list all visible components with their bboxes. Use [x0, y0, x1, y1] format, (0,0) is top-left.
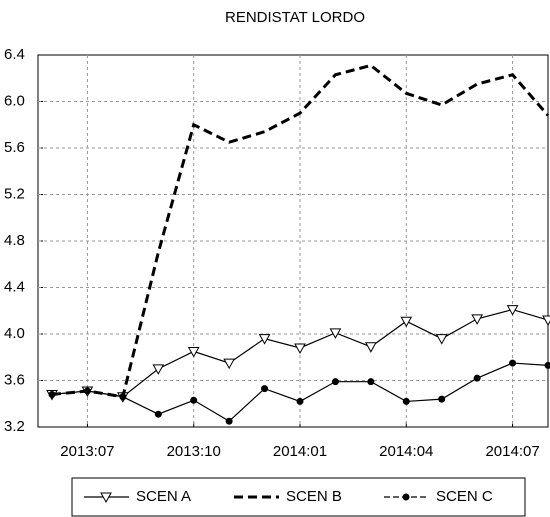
marker [258, 334, 271, 345]
y-tick-label: 5.2 [4, 185, 25, 202]
legend-label: SCEN B [286, 488, 342, 505]
legend-label: SCEN A [136, 488, 191, 505]
marker [365, 342, 377, 353]
y-tick-label: 4.0 [4, 325, 25, 342]
marker [509, 359, 517, 367]
marker [438, 395, 446, 403]
x-tick-label: 2014:01 [273, 443, 327, 460]
marker [190, 396, 198, 404]
marker [261, 385, 269, 393]
x-tick-label: 2013:10 [167, 443, 221, 460]
legend-box [71, 477, 526, 517]
marker [329, 328, 342, 339]
marker [296, 397, 304, 405]
x-tick-label: 2013:07 [60, 443, 114, 460]
marker [100, 492, 112, 504]
y-tick-label: 4.8 [4, 232, 25, 249]
chart-title: RENDISTAT LORDO [225, 9, 365, 26]
marker [400, 316, 413, 328]
marker [402, 397, 410, 405]
marker [542, 315, 550, 327]
y-tick-label: 3.6 [4, 371, 25, 388]
y-tick-label: 6.4 [4, 46, 25, 63]
x-tick-label: 2014:07 [485, 443, 539, 460]
marker [471, 314, 483, 325]
marker [402, 493, 410, 501]
marker [544, 361, 550, 369]
marker [223, 358, 235, 370]
x-tick-label: 2014:04 [379, 443, 433, 460]
marker [225, 417, 233, 425]
marker [187, 346, 200, 358]
marker [294, 343, 306, 354]
legend-label: SCEN C [436, 488, 493, 505]
marker [83, 387, 91, 395]
y-tick-label: 3.2 [4, 418, 25, 435]
marker [506, 305, 519, 316]
marker [367, 378, 375, 386]
marker [152, 364, 165, 375]
y-tick-label: 5.6 [4, 139, 25, 156]
marker [154, 410, 162, 418]
y-tick-label: 6.0 [4, 92, 25, 109]
marker [119, 393, 127, 401]
marker [331, 378, 339, 386]
y-tick-label: 4.4 [4, 278, 25, 295]
marker [473, 374, 481, 382]
series-line [51, 63, 550, 399]
marker [435, 334, 448, 345]
marker [48, 390, 56, 398]
